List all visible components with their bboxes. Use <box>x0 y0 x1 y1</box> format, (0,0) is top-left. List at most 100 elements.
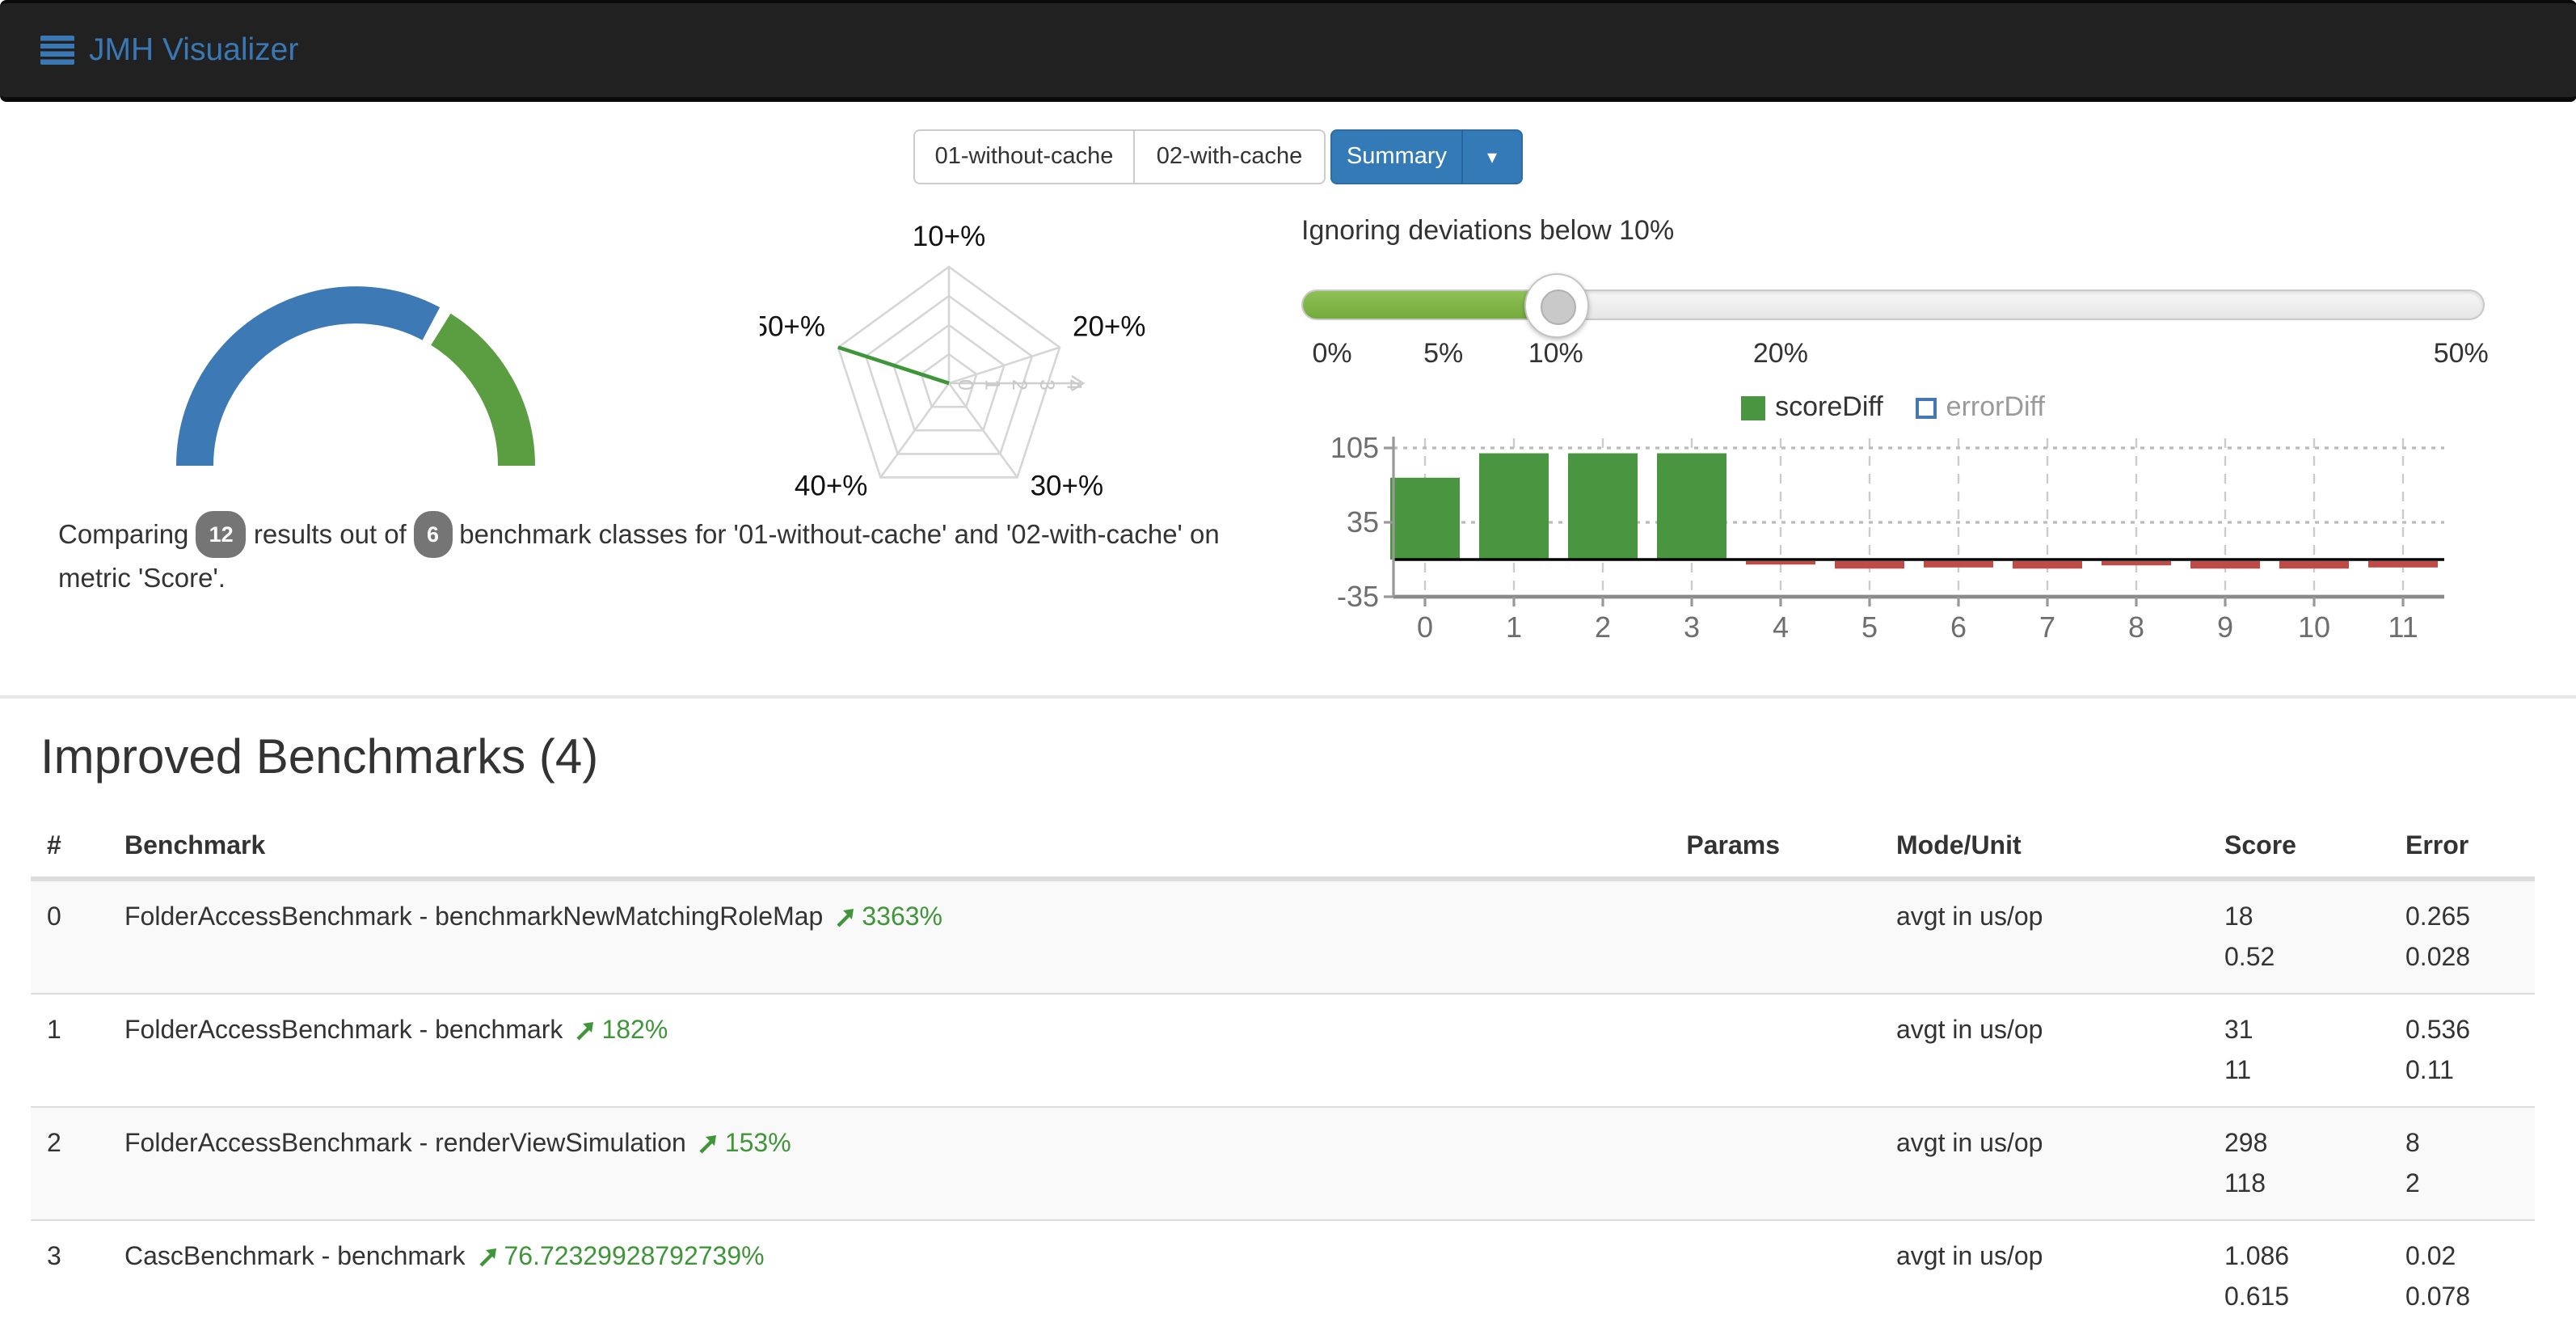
navbar: JMH Visualizer <box>0 0 2576 102</box>
deviation-slider[interactable] <box>1301 272 2485 337</box>
improved-benchmarks-title: Improved Benchmarks (4) <box>40 731 599 784</box>
change-percent: 182% <box>601 1017 668 1045</box>
svg-text:10: 10 <box>2298 610 2330 644</box>
slider-tick-label: 50% <box>2433 338 2489 369</box>
section-divider <box>0 695 2576 699</box>
svg-text:35: 35 <box>1347 505 1379 539</box>
legend-label-errordiff: errorDiff <box>1946 391 2045 422</box>
error-cell: 0.536 0.11 <box>2405 1017 2471 1085</box>
mode-unit-cell: avgt in us/op <box>1896 904 2043 931</box>
svg-text:0: 0 <box>1417 610 1433 644</box>
bar-chart-legend: scoreDiff errorDiff <box>1301 391 2485 424</box>
params-cell <box>1583 898 1780 993</box>
slider-tick-label: 20% <box>1752 338 1808 369</box>
svg-text:7: 7 <box>2039 610 2055 644</box>
trend-up-icon <box>576 1022 594 1041</box>
table-row[interactable]: 1 FolderAccessBenchmark - benchmark 182% … <box>31 993 2535 1106</box>
deviation-slider-title: Ignoring deviations below 10% <box>1301 215 1675 246</box>
row-index: 2 <box>47 1130 61 1158</box>
slider-tick-label: 10% <box>1528 338 1583 369</box>
svg-text:4: 4 <box>1062 379 1085 391</box>
trend-up-icon <box>479 1248 496 1267</box>
col-header-index: # <box>47 833 61 860</box>
summary-suffix: benchmark classes for '01-without-cache'… <box>58 521 1220 593</box>
error-cell: 0.265 0.028 <box>2405 904 2471 972</box>
score-cell: 18 0.52 <box>2224 904 2275 972</box>
col-header-score: Score <box>2224 833 2296 860</box>
benchmark-cell: CascBenchmark - benchmark 76.723299287927… <box>124 1244 765 1271</box>
params-cell <box>1583 1237 1780 1333</box>
change-percent: 153% <box>724 1130 791 1158</box>
trend-up-icon <box>837 909 854 927</box>
slider-handle[interactable] <box>1524 272 1589 337</box>
svg-text:105: 105 <box>1330 431 1379 464</box>
params-cell <box>1583 1124 1780 1219</box>
svg-text:1: 1 <box>981 379 1004 391</box>
score-cell: 31 11 <box>2224 1017 2253 1085</box>
col-header-mode-unit: Mode/Unit <box>1896 833 2022 860</box>
svg-text:40+%: 40+% <box>795 470 868 501</box>
svg-text:1: 1 <box>1506 610 1522 644</box>
table-row[interactable]: 2 FolderAccessBenchmark - renderViewSimu… <box>31 1106 2535 1219</box>
svg-text:9: 9 <box>2217 610 2233 644</box>
mode-unit-cell: avgt in us/op <box>1896 1017 2043 1045</box>
mode-unit-cell: avgt in us/op <box>1896 1130 2043 1158</box>
svg-text:2: 2 <box>1008 379 1031 391</box>
row-index: 1 <box>47 1017 61 1045</box>
benchmark-cell: FolderAccessBenchmark - benchmarkNewMatc… <box>124 904 942 931</box>
svg-text:3: 3 <box>1684 610 1700 644</box>
diff-bar-chart: 105 35 -35 0 1 2 3 4 5 6 7 8 9 10 11 <box>1330 431 2444 644</box>
error-cell: 0.02 0.078 <box>2405 1244 2471 1312</box>
col-header-error: Error <box>2405 833 2469 860</box>
svg-text:50+%: 50+% <box>760 311 825 343</box>
svg-text:20+%: 20+% <box>1073 311 1146 343</box>
params-cell <box>1583 1011 1780 1106</box>
svg-text:30+%: 30+% <box>1031 470 1104 501</box>
svg-text:5: 5 <box>1861 610 1878 644</box>
svg-text:6: 6 <box>1950 610 1967 644</box>
table-row[interactable]: 0 FolderAccessBenchmark - benchmarkNewMa… <box>31 880 2535 993</box>
summary-dropdown-toggle[interactable]: ▾ <box>1461 129 1523 184</box>
change-percent: 3363% <box>862 904 942 931</box>
row-index: 0 <box>47 904 61 931</box>
svg-text:4: 4 <box>1773 610 1789 644</box>
summary-button[interactable]: Summary <box>1330 129 1463 184</box>
legend-item-errordiff[interactable]: errorDiff <box>1915 391 2045 424</box>
tab-run-02-with-cache[interactable]: 02-with-cache <box>1133 129 1326 184</box>
svg-text:-35: -35 <box>1337 580 1379 613</box>
brand[interactable]: JMH Visualizer <box>40 32 298 69</box>
slider-tick-label: 5% <box>1423 338 1464 369</box>
slider-tick-label: 0% <box>1312 338 1352 369</box>
errordiff-swatch-icon <box>1915 397 1937 418</box>
svg-text:2: 2 <box>1595 610 1611 644</box>
improved-benchmarks-table: # Benchmark Params Mode/Unit Score Error… <box>31 809 2535 1333</box>
score-cell: 298 118 <box>2224 1130 2268 1198</box>
summary-middle: results out of <box>253 521 407 550</box>
score-cell: 1.086 0.615 <box>2224 1244 2290 1312</box>
legend-item-scorediff[interactable]: scoreDiff <box>1741 391 1883 424</box>
svg-text:10+%: 10+% <box>913 221 986 252</box>
brand-label: JMH Visualizer <box>89 32 299 67</box>
results-gauge-chart <box>176 286 535 467</box>
class-count-badge: 6 <box>414 511 453 558</box>
svg-text:3: 3 <box>1035 379 1058 391</box>
svg-text:0: 0 <box>954 379 976 391</box>
table-row[interactable]: 3 CascBenchmark - benchmark 76.7232992879… <box>31 1219 2535 1333</box>
row-index: 3 <box>47 1244 61 1271</box>
benchmark-cell: FolderAccessBenchmark - renderViewSimula… <box>124 1130 791 1158</box>
benchmark-cell: FolderAccessBenchmark - benchmark 182% <box>124 1017 668 1045</box>
menu-icon[interactable] <box>40 36 74 65</box>
legend-label-scorediff: scoreDiff <box>1775 391 1883 422</box>
slider-scale-labels: 0% 5% 10% 20% 50% <box>1301 338 2488 374</box>
col-header-benchmark: Benchmark <box>124 833 266 860</box>
col-header-params: Params <box>1686 833 1780 860</box>
trend-up-icon <box>700 1135 717 1154</box>
caret-down-icon: ▾ <box>1486 146 1498 168</box>
svg-text:11: 11 <box>2388 610 2418 644</box>
mode-unit-cell: avgt in us/op <box>1896 1244 2043 1271</box>
change-percent: 76.72329928792739% <box>504 1244 765 1271</box>
tab-run-01-without-cache[interactable]: 01-without-cache <box>913 129 1135 184</box>
